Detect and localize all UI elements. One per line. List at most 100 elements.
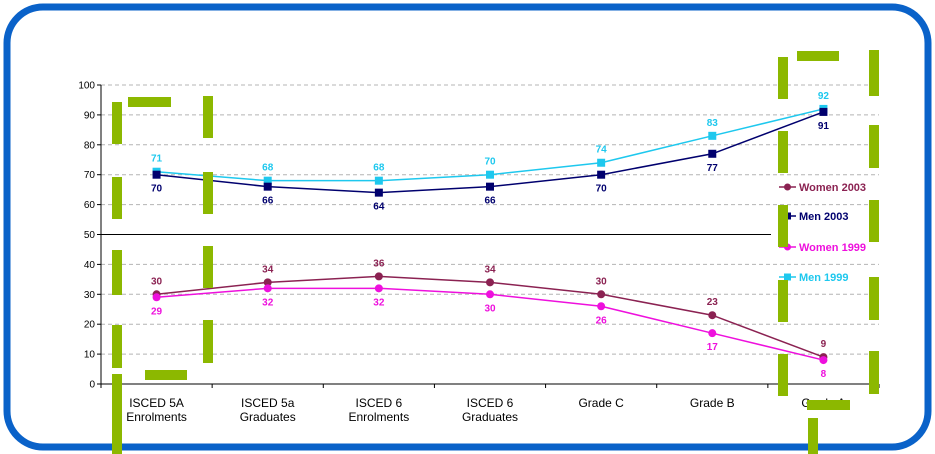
x-tick-label: Graduates: [462, 410, 518, 424]
data-label: 17: [707, 342, 719, 353]
data-point: [374, 176, 383, 185]
data-point: [486, 278, 494, 287]
data-label: 66: [484, 196, 496, 207]
x-tick-label: ISCED 5A: [129, 396, 184, 410]
data-point: [374, 284, 383, 293]
data-point: [263, 284, 272, 293]
highlight-dash: [778, 280, 788, 322]
x-tick-label: ISCED 5a: [241, 396, 295, 410]
highlight-dash: [869, 277, 879, 320]
data-label: 30: [484, 303, 496, 314]
highlight-dash: [807, 400, 850, 410]
data-point: [597, 302, 606, 311]
legend-swatch-marker: [784, 183, 791, 191]
data-label: 30: [596, 276, 608, 287]
data-point: [152, 170, 161, 179]
y-tick-label: 100: [78, 81, 95, 92]
data-point: [708, 149, 717, 158]
highlight-dash: [203, 320, 213, 363]
highlight-dash: [797, 51, 839, 61]
data-point: [374, 188, 383, 197]
y-tick-label: 40: [84, 260, 96, 271]
highlight-dash: [869, 351, 879, 394]
data-point: [597, 290, 606, 299]
data-label: 83: [707, 118, 719, 129]
data-label: 70: [151, 184, 163, 195]
highlight-dash: [145, 370, 187, 380]
highlight-dash: [112, 374, 122, 454]
data-label: 29: [151, 306, 163, 317]
y-tick-label: 50: [84, 230, 96, 241]
data-label: 26: [596, 315, 608, 326]
x-tick-label: ISCED 6: [356, 396, 403, 410]
highlight-dash: [869, 50, 879, 96]
data-label: 77: [707, 163, 719, 174]
highlight-dash: [203, 96, 213, 138]
x-tick-label: Graduates: [240, 410, 296, 424]
data-label: 34: [484, 264, 496, 275]
x-tick-label: Enrolments: [126, 410, 187, 424]
y-tick-label: 10: [84, 350, 96, 361]
data-label: 68: [262, 163, 274, 174]
data-point: [819, 107, 828, 116]
data-point: [152, 293, 161, 302]
highlight-dash: [869, 125, 879, 168]
data-label: 68: [373, 163, 385, 174]
data-label: 9: [821, 339, 827, 350]
y-tick-label: 0: [89, 380, 95, 391]
highlight-dash: [203, 172, 213, 214]
data-point: [263, 278, 272, 287]
y-tick-label: 90: [84, 110, 96, 121]
data-label: 70: [484, 157, 496, 168]
highlight-dash: [112, 325, 122, 368]
highlight-dash: [128, 97, 171, 107]
data-label: 32: [262, 297, 274, 308]
highlight-dash: [808, 418, 818, 454]
data-label: 32: [373, 297, 385, 308]
legend-label: Men 2003: [799, 211, 849, 223]
highlight-dash: [203, 246, 213, 288]
y-tick-label: 30: [84, 290, 96, 301]
highlight-dash: [112, 102, 122, 144]
chart-frame: [3, 3, 932, 451]
highlight-dash: [778, 57, 788, 99]
y-tick-label: 60: [84, 200, 96, 211]
x-tick-label: Grade C: [578, 396, 624, 410]
data-point: [374, 272, 383, 281]
x-tick-label: ISCED 6: [467, 396, 514, 410]
highlight-dash: [112, 250, 122, 295]
data-label: 30: [151, 276, 163, 287]
data-label: 23: [707, 297, 719, 308]
data-label: 66: [262, 196, 274, 207]
x-tick-label: Grade B: [690, 396, 735, 410]
data-point: [486, 290, 494, 299]
legend-swatch-marker: [784, 273, 791, 281]
highlight-dash: [869, 200, 879, 242]
data-label: 92: [818, 91, 830, 102]
data-point: [486, 182, 494, 191]
data-point: [486, 170, 494, 179]
y-tick-label: 70: [84, 170, 96, 181]
legend-label: Women 2003: [799, 182, 866, 194]
y-tick-label: 80: [84, 140, 96, 151]
data-label: 70: [596, 184, 608, 195]
data-label: 34: [262, 264, 274, 275]
highlight-dash: [112, 177, 122, 219]
data-point: [708, 329, 717, 338]
data-point: [263, 176, 272, 185]
highlight-dash: [778, 205, 788, 247]
legend-label: Men 1999: [799, 272, 849, 284]
data-label: 8: [821, 369, 827, 380]
data-label: 64: [373, 202, 385, 213]
data-label: 36: [373, 258, 385, 269]
x-tick-label: Enrolments: [349, 410, 410, 424]
data-label: 74: [596, 145, 608, 156]
y-tick-label: 20: [84, 320, 96, 331]
highlight-dash: [778, 131, 788, 173]
highlight-dash: [778, 354, 788, 396]
data-point: [263, 182, 272, 191]
data-point: [597, 170, 606, 179]
data-point: [708, 311, 717, 320]
